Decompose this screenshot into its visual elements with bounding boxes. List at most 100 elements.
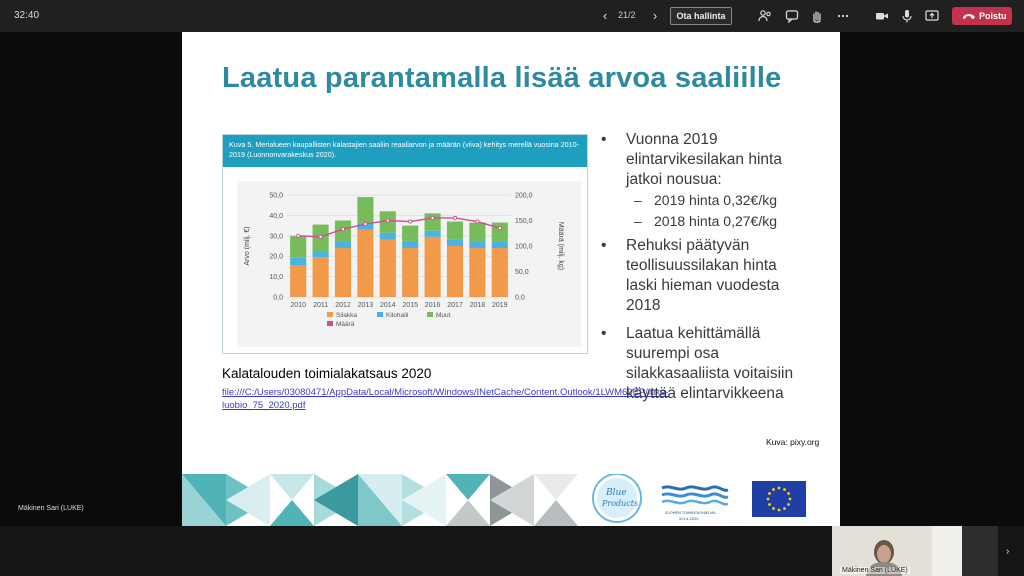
- x-tick-label: 2018: [470, 302, 486, 309]
- eu-star: [768, 503, 771, 506]
- camera-icon[interactable]: [875, 9, 889, 23]
- quantity-point: [408, 219, 413, 224]
- eu-star: [768, 492, 771, 495]
- x-tick-label: 2010: [290, 302, 306, 309]
- people-icon[interactable]: [758, 9, 772, 23]
- bullet-text-line: elintarvikesilakan hinta: [626, 151, 782, 168]
- sub-bullet-dash: –: [634, 213, 642, 229]
- bar-segment-kilohaili: [290, 257, 307, 266]
- quantity-point: [430, 215, 435, 221]
- y-left-tick-label: 50,0: [269, 193, 283, 200]
- take-control-button[interactable]: Ota hallinta: [670, 7, 732, 25]
- eu-star: [766, 497, 770, 501]
- x-tick-label: 2019: [492, 302, 508, 309]
- quantity-point: [475, 219, 480, 224]
- svg-text:Blue: Blue: [605, 488, 627, 498]
- bullet-text-line: • Vuonna 2019: [601, 131, 718, 148]
- bar-segment-silakka: [312, 257, 329, 297]
- eu-star: [772, 507, 775, 510]
- y-left-axis-label: Arvo (milj. €): [244, 226, 251, 265]
- eu-star: [783, 507, 786, 510]
- bullet-item: • Rehuksi päätyvän teollisuussilakan hinta…: [598, 236, 830, 316]
- quantity-point: [363, 222, 368, 227]
- eu-star: [777, 486, 781, 490]
- chat-icon[interactable]: [785, 9, 799, 23]
- bar-segment-muut: [290, 235, 307, 258]
- bullet-text-line: jatkoi nousua:: [626, 171, 722, 188]
- leave-label: Poistu: [979, 11, 1007, 21]
- meeting-timer: 32:40: [14, 10, 40, 21]
- x-tick-label: 2015: [402, 302, 418, 309]
- bar-segment-silakka: [357, 229, 374, 297]
- quantity-point: [296, 233, 301, 238]
- chevron-right-icon[interactable]: ›: [652, 8, 658, 23]
- eu-star: [787, 492, 790, 495]
- y-left-tick-label: 0,0: [273, 295, 283, 302]
- participant-video-frame: [832, 526, 998, 576]
- y-right-tick-label: 200,0: [515, 193, 533, 200]
- svg-text:2014-2020: 2014-2020: [679, 517, 699, 521]
- source-link[interactable]: file:///C:/Users/03080471/AppData/Local/…: [222, 387, 669, 411]
- bar-segment-silakka: [334, 248, 352, 297]
- legend-swatch: [327, 321, 333, 326]
- slide-title: Laatua parantamalla lisää arvoa saaliill…: [222, 62, 782, 94]
- bullet-dot: •: [601, 325, 607, 342]
- bar-segment-kilohaili: [491, 241, 508, 249]
- bar-segment-muut: [491, 222, 508, 242]
- y-left-tick-label: 40,0: [269, 213, 283, 220]
- x-tick-label: 2011: [313, 302, 328, 309]
- bar-segment-silakka: [446, 246, 464, 297]
- y-left-tick-label: 20,0: [269, 254, 283, 261]
- participant-tile-name: Mäkinen Sari (LUKE): [840, 567, 910, 574]
- bullet-text-line: • Laatua kehittämällä: [601, 325, 761, 342]
- sub-bullet: –2019 hinta 0,32€/kg: [598, 190, 830, 211]
- x-tick-label: 2012: [335, 302, 351, 309]
- y-right-axis-label: Määrä (milj. kg): [557, 222, 564, 270]
- quantity-point: [340, 227, 346, 232]
- bar-segment-silakka: [469, 248, 486, 297]
- bar-segment-kilohaili: [402, 240, 419, 249]
- finland-program-logo: SUOMEN TOIMINTAOHJELMA 2014-2020: [661, 485, 729, 521]
- bar-segment-muut: [402, 225, 419, 241]
- bar-segment-silakka: [290, 265, 307, 297]
- bar-segment-muut: [469, 222, 486, 242]
- svg-text:Products: Products: [601, 499, 638, 508]
- bullet-dot: •: [601, 131, 607, 148]
- bar-segment-kilohaili: [424, 230, 441, 237]
- more-icon[interactable]: [836, 9, 850, 23]
- bullet-text-line: teollisuussilakan hinta: [626, 257, 777, 274]
- bar-segment-kilohaili: [469, 241, 486, 249]
- legend-label: Muut: [436, 312, 451, 319]
- meeting-toolbar: 32:40 ‹ 21/2 › Ota hallinta Poistu: [0, 0, 1024, 32]
- microphone-icon[interactable]: [900, 9, 914, 23]
- expand-chevron-icon[interactable]: ›: [1006, 546, 1010, 557]
- triangle-pattern: [182, 474, 578, 526]
- bullet-text-line: käyttää elintarvikkeena: [626, 385, 784, 402]
- phone-hangup-icon: [963, 14, 975, 19]
- eu-star: [788, 497, 792, 501]
- bar-segment-muut: [446, 221, 464, 240]
- bullet-text-line: suurempi osa: [626, 345, 720, 362]
- bullet-list: • Vuonna 2019 elintarvikesilakan hinta jatk…: [598, 130, 830, 412]
- x-tick-label: 2014: [380, 302, 396, 309]
- legend-label: Kilohaili: [386, 312, 408, 319]
- blue-products-logo: Blue Products: [592, 474, 642, 523]
- bar-segment-kilohaili: [312, 251, 329, 258]
- chart-figure: Kuva 5. Merialueen kaupallisten kalastaj…: [222, 134, 588, 354]
- chevron-left-icon[interactable]: ‹: [602, 8, 608, 23]
- share-screen-icon[interactable]: [925, 9, 939, 23]
- eu-star: [783, 488, 786, 491]
- y-right-tick-label: 150,0: [515, 218, 533, 225]
- x-tick-label: 2013: [358, 302, 374, 309]
- bar-segment-silakka: [379, 239, 396, 297]
- leave-button[interactable]: Poistu: [952, 7, 1012, 25]
- bullet-text-line: laski hieman vuodesta: [626, 277, 780, 294]
- bar-segment-kilohaili: [357, 223, 374, 230]
- legend-swatch: [427, 312, 433, 317]
- legend-swatch: [327, 312, 333, 317]
- quantity-point: [318, 234, 323, 239]
- sub-bullet: –2018 hinta 0,27€/kg: [598, 211, 830, 232]
- raise-hand-icon[interactable]: [810, 9, 824, 23]
- participant-video-tile[interactable]: Mäkinen Sari (LUKE): [832, 526, 998, 576]
